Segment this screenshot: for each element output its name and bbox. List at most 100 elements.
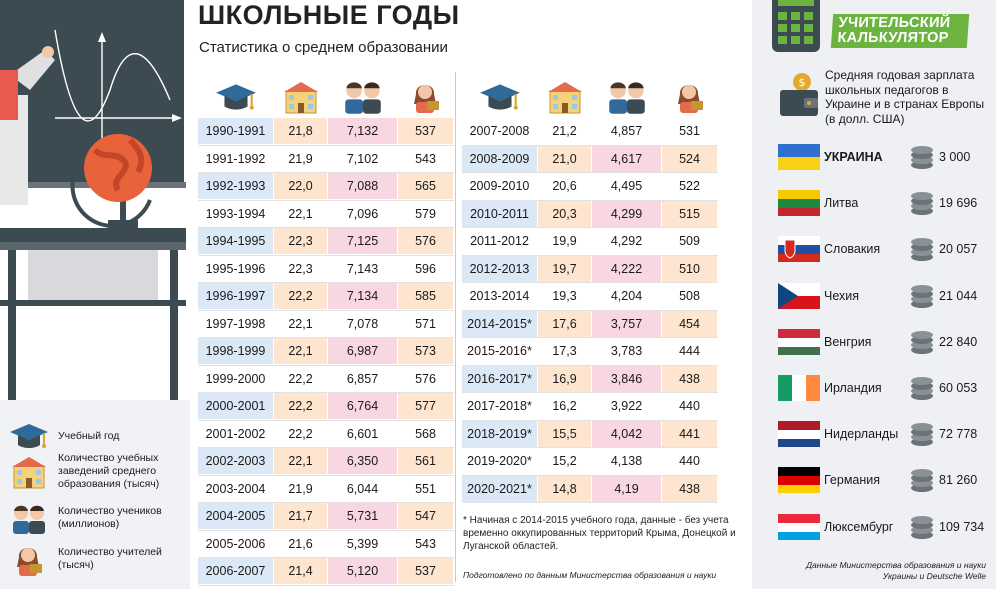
students-cell: 7,088 — [328, 173, 398, 199]
year-cell: 2013-2014 — [462, 283, 538, 309]
row-separator — [198, 282, 454, 283]
schools-cell: 21,9 — [274, 475, 328, 502]
country-row-netherlands: Нидерланды 72 778 — [778, 420, 993, 450]
table-row: 1996-1997 22,2 7,134 585 — [198, 283, 454, 309]
students-cell: 6,601 — [328, 420, 398, 447]
year-cell: 2014-2015* — [462, 310, 538, 337]
teachers-cell: 543 — [398, 530, 454, 557]
wallet-icon: $ — [780, 73, 818, 116]
header-teachers — [398, 72, 454, 116]
students-cell: 4,617 — [592, 145, 662, 172]
table-row: 1998-1999 22,1 6,987 573 — [198, 338, 454, 364]
header-year — [198, 72, 274, 116]
prepared-by-note: Подготовлено по данным Министерства обра… — [463, 570, 717, 580]
page-subtitle: Статистика о среднем образовании — [199, 39, 448, 56]
teachers-cell: 543 — [398, 145, 454, 172]
table-row: 1993-1994 22,1 7,096 579 — [198, 200, 454, 227]
country-name: Германия — [824, 473, 881, 488]
table-row: 2008-2009 21,0 4,617 524 — [462, 145, 718, 172]
students-cell: 7,125 — [328, 228, 398, 254]
teachers-cell: 438 — [662, 475, 718, 502]
germany-flag-icon — [778, 467, 820, 494]
calculator-icon — [772, 0, 820, 52]
table-row: 2007-2008 21,2 4,857 531 — [462, 118, 718, 144]
students-icon — [13, 505, 45, 534]
row-separator — [198, 309, 454, 311]
row-separator — [462, 282, 718, 283]
row-separator — [462, 199, 718, 201]
teachers-cell: 509 — [662, 228, 718, 254]
graduation-cap-icon — [480, 84, 520, 110]
coins-icon — [911, 146, 933, 169]
year-cell: 2003-2004 — [198, 475, 274, 502]
schools-cell: 22,1 — [274, 448, 328, 474]
row-separator — [198, 199, 454, 201]
table-row: 2015-2016* 17,3 3,783 444 — [462, 338, 718, 364]
table-row: 2001-2002 22,2 6,601 568 — [198, 420, 454, 447]
table-row: 2013-2014 19,3 4,204 508 — [462, 283, 718, 309]
country-row-czechia: Чехия 21 044 — [778, 282, 993, 312]
students-cell: 7,102 — [328, 145, 398, 172]
table-row: 1997-1998 22,1 7,078 571 — [198, 310, 454, 337]
teachers-cell: 510 — [662, 255, 718, 282]
salary-value: 21 044 — [939, 288, 978, 303]
header-students — [592, 72, 662, 116]
schools-cell: 21,0 — [538, 145, 592, 172]
teachers-cell: 573 — [398, 338, 454, 364]
year-cell: 2001-2002 — [198, 420, 274, 447]
header-schools — [274, 72, 328, 116]
table-row: 1990-1991 21,8 7,132 537 — [198, 118, 454, 144]
year-cell: 2017-2018* — [462, 393, 538, 419]
year-cell: 1996-1997 — [198, 283, 274, 309]
table-row: 1991-1992 21,9 7,102 543 — [198, 145, 454, 172]
row-separator — [462, 364, 718, 366]
table-row: 2017-2018* 16,2 3,922 440 — [462, 393, 718, 419]
table-row: 2020-2021* 14,8 4,19 438 — [462, 475, 718, 502]
teachers-cell: 585 — [398, 283, 454, 309]
table-row: 2019-2020* 15,2 4,138 440 — [462, 448, 718, 474]
schools-cell: 17,3 — [538, 338, 592, 364]
students-cell: 4,857 — [592, 118, 662, 144]
students-cell: 4,138 — [592, 448, 662, 474]
schools-cell: 22,2 — [274, 393, 328, 419]
schools-cell: 20,3 — [538, 200, 592, 227]
teachers-cell: 438 — [662, 365, 718, 392]
students-cell: 3,846 — [592, 365, 662, 392]
salary-value: 20 057 — [939, 242, 978, 257]
country-name: Нидерланды — [824, 427, 899, 442]
country-row-ukraine: УКРАИНА 3 000 — [778, 143, 993, 173]
row-separator — [198, 502, 454, 503]
row-separator — [462, 474, 718, 476]
year-cell: 1992-1993 — [198, 173, 274, 199]
teachers-cell: 561 — [398, 448, 454, 474]
salary-value: 19 696 — [939, 196, 978, 211]
teachers-cell: 454 — [662, 310, 718, 337]
schools-cell: 22,2 — [274, 365, 328, 392]
schools-cell: 14,8 — [538, 475, 592, 502]
row-separator — [198, 337, 454, 338]
row-separator — [462, 254, 718, 256]
students-cell: 3,757 — [592, 310, 662, 337]
schools-cell: 19,7 — [538, 255, 592, 282]
coins-icon — [911, 238, 933, 262]
students-cell: 7,143 — [328, 255, 398, 282]
country-row-germany: Германия 81 260 — [778, 466, 993, 496]
students-cell: 4,495 — [592, 173, 662, 199]
year-cell: 2018-2019* — [462, 420, 538, 447]
students-cell: 6,857 — [328, 365, 398, 392]
schools-cell: 22,1 — [274, 200, 328, 227]
teachers-cell: 576 — [398, 365, 454, 392]
table-row: 2009-2010 20,6 4,495 522 — [462, 173, 718, 199]
country-name: Люксембург — [824, 519, 894, 534]
students-cell: 4,222 — [592, 255, 662, 282]
schools-cell: 15,2 — [538, 448, 592, 474]
teachers-cell: 531 — [662, 118, 718, 144]
students-cell: 3,783 — [592, 338, 662, 364]
teachers-cell: 508 — [662, 283, 718, 309]
table-row: 2011-2012 19,9 4,292 509 — [462, 228, 718, 254]
teachers-cell: 565 — [398, 173, 454, 199]
teachers-cell: 579 — [398, 200, 454, 227]
students-cell: 4,204 — [592, 283, 662, 309]
country-name: Словакия — [824, 242, 881, 257]
teacher-icon — [678, 85, 703, 113]
